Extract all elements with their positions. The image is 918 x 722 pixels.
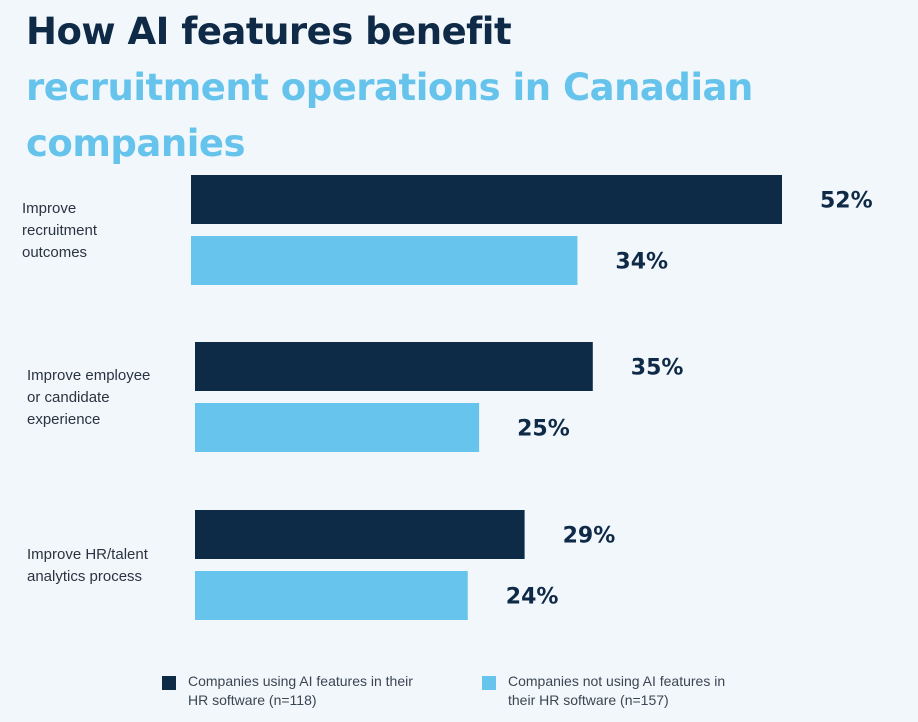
legend-item-not-using-ai: Companies not using AI features in their… [482,672,738,710]
bar-using-ai-group-2 [195,342,593,391]
category-label-2-line-2: or candidate [27,389,110,406]
value-label-using-ai-group-1: 52% [820,189,873,214]
bar-using-ai-group-3 [195,510,525,559]
value-label-using-ai-group-3: 29% [563,524,616,549]
category-label-1-line-3: outcomes [22,244,87,261]
value-label-using-ai-group-2: 35% [631,356,684,381]
category-label-3-line-1: Improve HR/talent [27,546,149,563]
category-label-2-line-3: experience [27,411,100,428]
bar-not-using-ai-group-1 [191,236,578,285]
category-label-1-line-1: Improve [22,200,76,217]
value-label-not-using-ai-group-2: 25% [517,417,570,442]
legend-item-using-ai: Companies using AI features in their HR … [162,672,418,710]
legend-swatch-dark [162,676,176,690]
value-label-not-using-ai-group-1: 34% [615,250,668,275]
chart-title-line-1: How AI features benefit [26,10,512,53]
category-label-2-line-1: Improve employee [27,367,150,384]
category-label-1-line-2: recruitment [22,222,98,239]
value-label-not-using-ai-group-3: 24% [506,585,559,610]
bar-not-using-ai-group-2 [195,403,480,452]
category-label-2: Improve employee or candidate experience [27,367,150,428]
legend-label-using-ai: Companies using AI features in their HR … [188,673,413,708]
category-label-1: Improve recruitment outcomes [22,200,98,261]
legend-swatch-light [482,676,496,690]
category-label-3-line-2: analytics process [27,568,142,585]
bar-using-ai-group-1 [191,175,782,224]
bar-not-using-ai-group-3 [195,571,468,620]
chart-title: How AI features benefit recruitment oper… [26,4,918,172]
bar-chart: 52% 34% Improve recruitment outcomes 35% 25% Im… [22,175,873,620]
category-label-3: Improve HR/talent analytics process [27,546,149,585]
chart-title-line-2: recruitment operations in Canadian compa… [26,66,753,165]
legend-label-not-using-ai: Companies not using AI features in their… [508,673,726,708]
